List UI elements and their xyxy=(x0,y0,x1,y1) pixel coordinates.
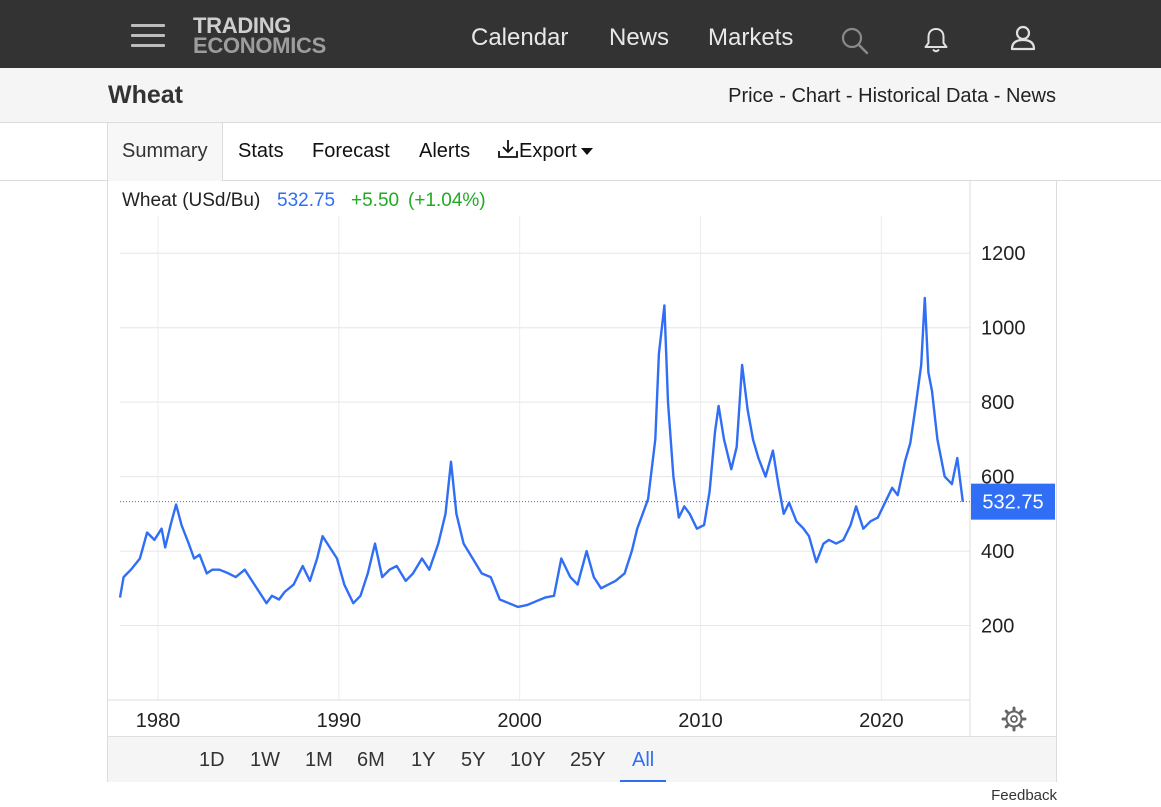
bell-icon[interactable] xyxy=(923,26,949,54)
page-title: Wheat xyxy=(108,81,183,109)
crumb-separator: - xyxy=(773,85,792,107)
legend-change-percent: (+1.04%) xyxy=(408,190,486,211)
search-icon[interactable] xyxy=(840,26,870,56)
crumb-historical-data[interactable]: Historical Data xyxy=(858,85,989,107)
grid xyxy=(120,216,970,700)
chevron-down-icon xyxy=(580,148,593,156)
logo-line-1: TRADING xyxy=(193,13,292,38)
crumb-chart[interactable]: Chart xyxy=(791,85,841,107)
crumb-news[interactable]: News xyxy=(1005,85,1056,107)
y-tick-label: 600 xyxy=(981,467,1014,489)
active-range-indicator xyxy=(620,780,666,782)
settings-gear-icon[interactable] xyxy=(1001,706,1027,732)
range-1y[interactable]: 1Y xyxy=(411,749,436,771)
nav-link-news[interactable]: News xyxy=(609,24,670,51)
range-6m[interactable]: 6M xyxy=(357,749,385,771)
tab-export[interactable]: Export xyxy=(497,123,593,180)
chart-panel: 200 400 600 800 1000 1200 1980 1990 2000 2010 2020… xyxy=(107,180,1057,782)
price-tag xyxy=(971,483,1055,520)
y-tick-label: 1200 xyxy=(981,243,1026,265)
feedback-link[interactable]: Feedback xyxy=(991,787,1057,804)
tab-stats[interactable]: Stats xyxy=(238,140,284,162)
range-25y[interactable]: 25Y xyxy=(570,749,606,771)
range-1w[interactable]: 1W xyxy=(250,749,280,771)
range-5y[interactable]: 5Y xyxy=(461,749,486,771)
user-icon[interactable] xyxy=(1009,24,1037,52)
tab-forecast[interactable]: Forecast xyxy=(312,140,390,162)
x-tick-label: 1980 xyxy=(136,710,181,732)
x-tick-label: 2000 xyxy=(497,710,542,732)
crumb-price[interactable]: Price xyxy=(728,85,774,107)
site-logo[interactable]: TRADING ECONOMICS xyxy=(193,13,326,58)
chart-legend: Wheat (USd/Bu) 532.75 +5.50 (+1.04%) xyxy=(122,190,486,211)
series-layer: 532.75 xyxy=(118,296,1055,609)
x-tick-label: 2010 xyxy=(678,710,723,732)
price-tag-label: 532.75 xyxy=(982,492,1043,514)
axes: 200 400 600 800 1000 1200 1980 1990 2000 2010 2020 xyxy=(108,180,1026,736)
series-line-wheat[interactable] xyxy=(118,296,964,609)
nav-link-markets[interactable]: Markets xyxy=(708,24,794,51)
nav-link-calendar[interactable]: Calendar xyxy=(471,24,569,51)
legend-price: 532.75 xyxy=(277,190,335,211)
export-label: Export xyxy=(519,140,577,162)
y-tick-label: 800 xyxy=(981,392,1014,414)
tab-summary[interactable]: Summary xyxy=(107,123,223,181)
tab-alerts[interactable]: Alerts xyxy=(419,140,471,162)
price-chart[interactable]: 200 400 600 800 1000 1200 1980 1990 2000 2010 2020… xyxy=(108,180,1056,736)
range-10y[interactable]: 10Y xyxy=(510,749,546,771)
range-selector: 1D 1W 1M 6M 1Y 5Y 10Y 25Y All xyxy=(108,736,1056,782)
top-navbar: TRADING ECONOMICS Calendar News Markets xyxy=(0,0,1161,68)
crumb-separator: - xyxy=(840,85,859,107)
crumb-separator: - xyxy=(988,85,1006,107)
x-tick-label: 1990 xyxy=(317,710,362,732)
logo-line-2: ECONOMICS xyxy=(193,33,326,58)
range-1d[interactable]: 1D xyxy=(199,749,225,771)
title-bar: Wheat Price - Chart - Historical Data - … xyxy=(0,68,1161,123)
range-all[interactable]: All xyxy=(632,749,655,771)
menu-icon[interactable] xyxy=(131,24,165,48)
download-icon xyxy=(498,140,518,158)
y-tick-label: 1000 xyxy=(981,318,1026,340)
range-1m[interactable]: 1M xyxy=(305,749,333,771)
y-tick-label: 400 xyxy=(981,541,1014,563)
breadcrumb: Price - Chart - Historical Data - News xyxy=(728,85,1056,108)
tab-bar: Summary Stats Forecast Alerts Export xyxy=(0,123,1161,181)
x-tick-label: 2020 xyxy=(859,710,904,732)
legend-change: +5.50 xyxy=(351,190,399,211)
legend-label: Wheat (USd/Bu) xyxy=(122,190,260,211)
y-tick-label: 200 xyxy=(981,616,1014,638)
